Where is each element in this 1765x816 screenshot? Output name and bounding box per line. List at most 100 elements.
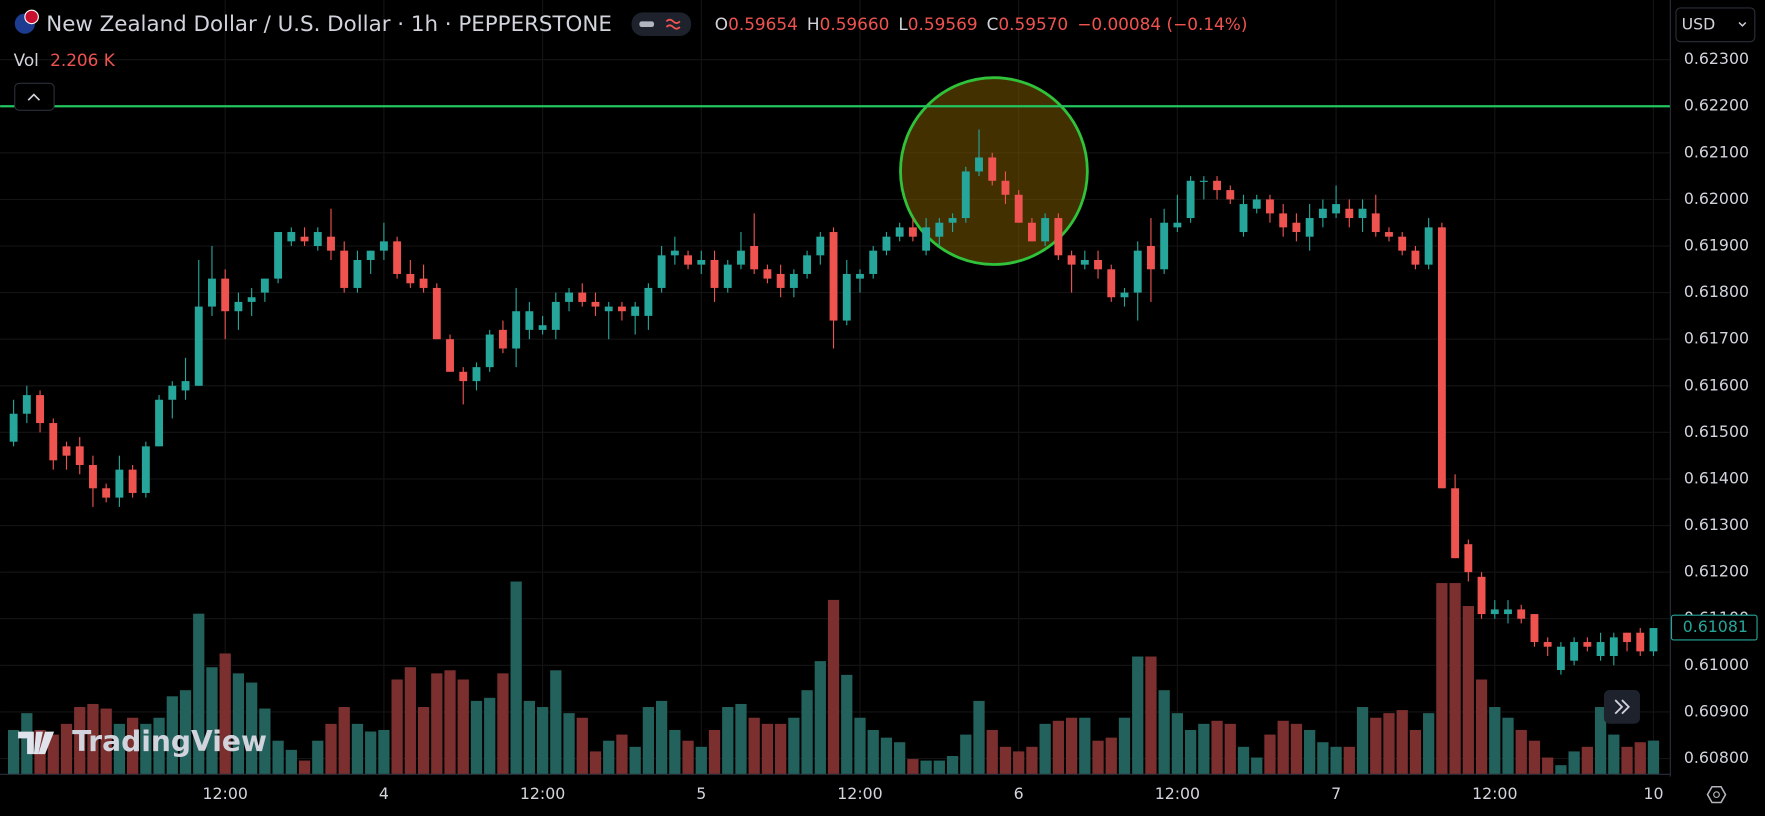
volume-bar	[775, 723, 787, 775]
x-tick-label: 7	[1331, 784, 1341, 803]
y-tick-label: 0.62200	[1684, 96, 1749, 115]
candle-body	[1424, 227, 1433, 265]
candle-body	[1186, 180, 1195, 219]
candle-body	[485, 334, 494, 368]
volume-bar	[153, 717, 165, 775]
volume-bar	[1594, 707, 1607, 775]
volume-bar	[536, 707, 549, 775]
candle-body	[1199, 180, 1208, 182]
candle-body	[459, 371, 468, 382]
y-tick-label: 0.60800	[1684, 748, 1749, 767]
volume-bar	[193, 613, 205, 775]
volume-bar	[1356, 707, 1369, 775]
volume-bar	[1396, 710, 1408, 775]
candle-body	[1464, 544, 1473, 573]
candle-body	[1517, 609, 1526, 619]
x-tick-label: 5	[696, 784, 706, 803]
candle-body	[168, 385, 177, 400]
candle-body	[1041, 218, 1050, 242]
candle-body	[710, 259, 719, 288]
candle-body	[1146, 246, 1155, 270]
candle-body	[776, 273, 785, 288]
candle-body	[538, 325, 547, 330]
volume-bar	[1436, 583, 1448, 775]
volume-bar	[1052, 720, 1064, 775]
volume-bar	[166, 696, 178, 775]
volume-bar	[801, 690, 813, 775]
candle-body	[644, 287, 653, 316]
volume-bar	[1290, 723, 1303, 775]
volume-bar	[960, 734, 972, 775]
volume-bar	[788, 717, 800, 775]
y-tick-label: 0.62300	[1684, 49, 1749, 68]
candle-body	[988, 157, 997, 181]
volume-bar	[1502, 717, 1514, 775]
volume-bar	[1330, 746, 1342, 775]
candle-body	[882, 236, 891, 251]
candle-body	[181, 381, 190, 391]
y-tick-label: 0.61400	[1684, 468, 1749, 487]
y-tick-label: 0.61000	[1684, 655, 1749, 674]
candle-body	[591, 301, 600, 307]
candle-body	[1411, 250, 1420, 265]
candle-body	[1318, 208, 1327, 219]
volume-bar	[1621, 746, 1633, 775]
candle-body	[432, 287, 441, 340]
legend-key: L	[898, 14, 908, 34]
x-tick-label: 12:00	[1155, 784, 1200, 803]
candle-body	[1239, 204, 1248, 233]
legend-key: H	[807, 14, 820, 34]
volume-bar	[1105, 737, 1117, 775]
candle-body	[856, 273, 864, 279]
candle-body	[1001, 180, 1010, 195]
settings-icon[interactable]	[1706, 785, 1727, 804]
candle-body	[578, 292, 587, 302]
volume-bar	[113, 723, 126, 775]
volume-bar	[1449, 583, 1461, 775]
candle-body	[393, 241, 402, 274]
candle-body	[1609, 637, 1618, 657]
candle-body	[287, 232, 296, 242]
logo-icon	[18, 731, 55, 755]
volume-bar	[1383, 713, 1395, 775]
candle-body	[631, 306, 640, 316]
volume-bar	[1132, 656, 1144, 775]
legend-change: −0.00084 (−0.14%)	[1077, 14, 1247, 34]
volume-bar	[417, 707, 430, 775]
candle-body	[1530, 614, 1539, 643]
symbol-title[interactable]: New Zealand Dollar / U.S. Dollar · 1h · …	[46, 12, 612, 37]
volume-bar	[854, 717, 866, 775]
collapse-button[interactable]	[14, 82, 55, 111]
x-tick-label: 4	[379, 784, 389, 803]
volume-bar	[973, 700, 985, 775]
candle-body	[961, 171, 970, 219]
currency-label[interactable]: USD	[1682, 14, 1716, 33]
candle-body	[1292, 222, 1301, 233]
candle-body	[750, 246, 759, 270]
currency-button[interactable]	[1675, 7, 1756, 43]
x-tick-label: 12:00	[520, 784, 565, 803]
volume-bar	[894, 742, 906, 775]
y-tick-label: 0.62000	[1684, 189, 1749, 208]
status-pill[interactable]	[631, 12, 692, 37]
candle-body	[1160, 222, 1169, 270]
volume-bar	[841, 674, 853, 775]
volume-bar	[510, 581, 522, 775]
collapse-icon	[27, 93, 41, 101]
candle-body	[789, 273, 798, 288]
candle-body	[102, 488, 111, 498]
candle-body	[512, 311, 521, 349]
volume-bar	[933, 760, 945, 775]
candle-body	[1345, 208, 1354, 219]
volume-bar	[1224, 723, 1236, 775]
volume-bar	[126, 717, 139, 775]
candle-body	[895, 227, 904, 237]
volume-bar	[735, 703, 747, 775]
candle-body	[115, 469, 124, 498]
candle-body	[1623, 632, 1631, 643]
volume-bar	[1211, 720, 1223, 775]
candle-body	[803, 255, 812, 274]
candle-body	[472, 367, 481, 382]
volume-bar	[669, 729, 681, 775]
